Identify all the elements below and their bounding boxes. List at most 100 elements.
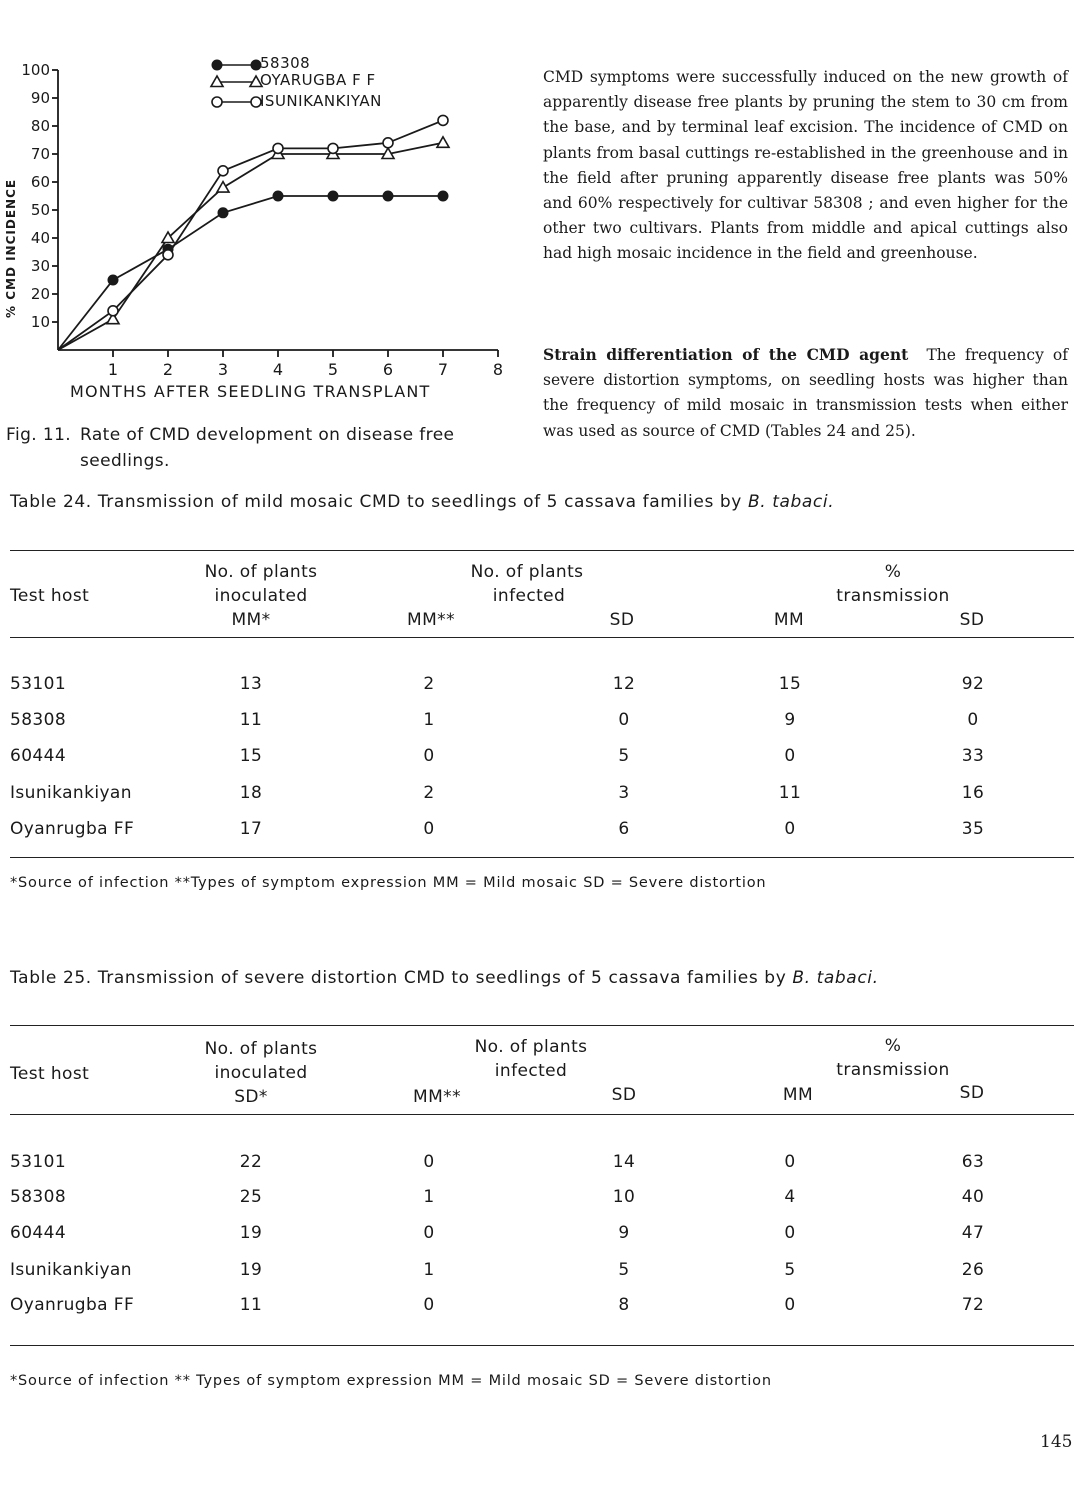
data-point-marker xyxy=(107,274,119,286)
header-transmission-mm: MM xyxy=(782,1085,814,1105)
y-tick-label: 60 xyxy=(31,173,50,191)
table-cell-host: Oyanrugba FF xyxy=(10,1295,135,1315)
header-inoculated-mm: MM* xyxy=(231,610,271,630)
x-axis-title: MONTHS AFTER SEEDLING TRANSPLANT xyxy=(70,382,431,401)
legend-key-marker xyxy=(209,74,225,88)
table-cell-value: 25 xyxy=(239,1187,263,1207)
table-cell-host: 58308 xyxy=(10,1187,67,1207)
table-cell-value: 0 xyxy=(967,710,979,730)
table-cell-value: 33 xyxy=(961,746,985,766)
table-rule xyxy=(10,1345,1074,1346)
series-line-2 xyxy=(57,119,444,351)
table-cell-value: 0 xyxy=(784,1152,796,1172)
legend-key-marker xyxy=(250,59,262,71)
y-tick-label: 90 xyxy=(31,89,50,107)
table-cell-host: Isunikankiyan xyxy=(10,1260,132,1280)
y-tick-label: 70 xyxy=(31,145,50,163)
data-point-marker xyxy=(160,230,176,244)
y-tick-label: 10 xyxy=(31,313,50,331)
series-line-0 xyxy=(57,195,443,351)
table-cell-value: 1 xyxy=(423,1187,435,1207)
body-paragraph: CMD symptoms were successfully induced o… xyxy=(543,68,1068,263)
table-cell-value: 4 xyxy=(784,1187,796,1207)
table-cell-value: 17 xyxy=(239,819,263,839)
y-tick-label: 20 xyxy=(31,285,50,303)
y-axis-title: % CMD INCIDENCE xyxy=(4,179,18,318)
legend-label: ISUNIKANKIYAN xyxy=(260,92,382,110)
table-cell-value: 9 xyxy=(784,710,796,730)
series-line-1 xyxy=(57,141,444,351)
table-cell-value: 1 xyxy=(423,710,435,730)
paragraph-body: The frequency of severe distortion sympt… xyxy=(543,346,1069,440)
header-transmission-sd: SD xyxy=(959,1083,985,1103)
header-transmission: % xyxy=(884,562,902,582)
data-point-marker xyxy=(217,207,229,219)
table-cell-value: 19 xyxy=(239,1260,263,1280)
table-cell-value: 18 xyxy=(239,783,263,803)
header-inoculated: inoculated xyxy=(214,1063,308,1083)
header-inoculated-sd: SD* xyxy=(234,1087,268,1107)
y-tick-label: 100 xyxy=(21,61,50,79)
data-point-marker xyxy=(272,190,284,202)
table-25-caption: Table 25. Transmission of severe distort… xyxy=(10,968,879,988)
header-transmission: transmission xyxy=(836,1060,950,1080)
table-cell-value: 5 xyxy=(784,1260,796,1280)
page-number: 145 xyxy=(1040,1432,1073,1452)
table-cell-value: 15 xyxy=(778,674,802,694)
table-cell-value: 0 xyxy=(423,1295,435,1315)
data-point-marker xyxy=(435,135,451,149)
table-cell-value: 0 xyxy=(784,746,796,766)
table-cell-host: 58308 xyxy=(10,710,67,730)
table-cell-value: 1 xyxy=(423,1260,435,1280)
data-point-marker xyxy=(327,190,339,202)
table-rule xyxy=(10,1025,1074,1026)
table-cell-value: 3 xyxy=(618,783,630,803)
section-heading: Strain differentiation of the CMD agent xyxy=(543,345,909,364)
table-cell-value: 15 xyxy=(239,746,263,766)
header-transmission-sd: SD xyxy=(959,610,985,630)
x-tick-label: 1 xyxy=(108,360,118,379)
header-infected-mm: MM** xyxy=(407,610,455,630)
figure-caption: Fig. 11. Rate of CMD development on disea… xyxy=(6,422,521,474)
table-cell-value: 13 xyxy=(239,674,263,694)
table-cell-host: Oyanrugba FF xyxy=(10,819,135,839)
header-inoculated: No. of plants xyxy=(204,562,318,582)
table-cell-value: 14 xyxy=(612,1152,636,1172)
x-tick-label: 6 xyxy=(383,360,393,379)
x-tick-label: 4 xyxy=(273,360,283,379)
data-point-marker xyxy=(437,114,449,127)
table-cell-value: 12 xyxy=(612,674,636,694)
table-rule xyxy=(10,550,1074,551)
table-cell-value: 63 xyxy=(961,1152,985,1172)
table-cell-value: 0 xyxy=(784,1295,796,1315)
body-paragraph-strain: Strain differentiation of the CMD agent … xyxy=(543,342,1068,444)
header-test-host: Test host xyxy=(10,1064,90,1084)
legend-key-marker xyxy=(248,74,264,88)
header-transmission-mm: MM xyxy=(773,610,805,630)
header-infected: infected xyxy=(494,1061,568,1081)
data-point-marker xyxy=(382,190,394,202)
table-cell-value: 2 xyxy=(423,674,435,694)
table-cell-value: 16 xyxy=(961,783,985,803)
table-cell-value: 11 xyxy=(239,710,263,730)
table-cell-value: 11 xyxy=(239,1295,263,1315)
caption-text: Table 25. Transmission of severe distort… xyxy=(10,968,793,988)
x-tick-label: 7 xyxy=(438,360,448,379)
header-transmission: % xyxy=(884,1036,902,1056)
legend-label: OYARUGBA F F xyxy=(260,71,376,89)
table-cell-value: 0 xyxy=(423,819,435,839)
table-cell-value: 72 xyxy=(961,1295,985,1315)
caption-text: Table 24. Transmission of mild mosaic CM… xyxy=(10,492,748,512)
table-cell-value: 92 xyxy=(961,674,985,694)
table-rule xyxy=(10,1114,1074,1115)
caption-text-line2: seedlings. xyxy=(80,451,170,471)
table-cell-value: 0 xyxy=(618,710,630,730)
caption-text: Rate of CMD development on disease free xyxy=(80,425,455,445)
x-tick-label: 3 xyxy=(218,360,228,379)
table-cell-host: 53101 xyxy=(10,674,67,694)
table-cell-value: 10 xyxy=(612,1187,636,1207)
data-point-marker xyxy=(162,249,174,261)
table-cell-value: 0 xyxy=(784,1223,796,1243)
table-cell-value: 11 xyxy=(778,783,802,803)
y-tick-label: 30 xyxy=(31,257,50,275)
